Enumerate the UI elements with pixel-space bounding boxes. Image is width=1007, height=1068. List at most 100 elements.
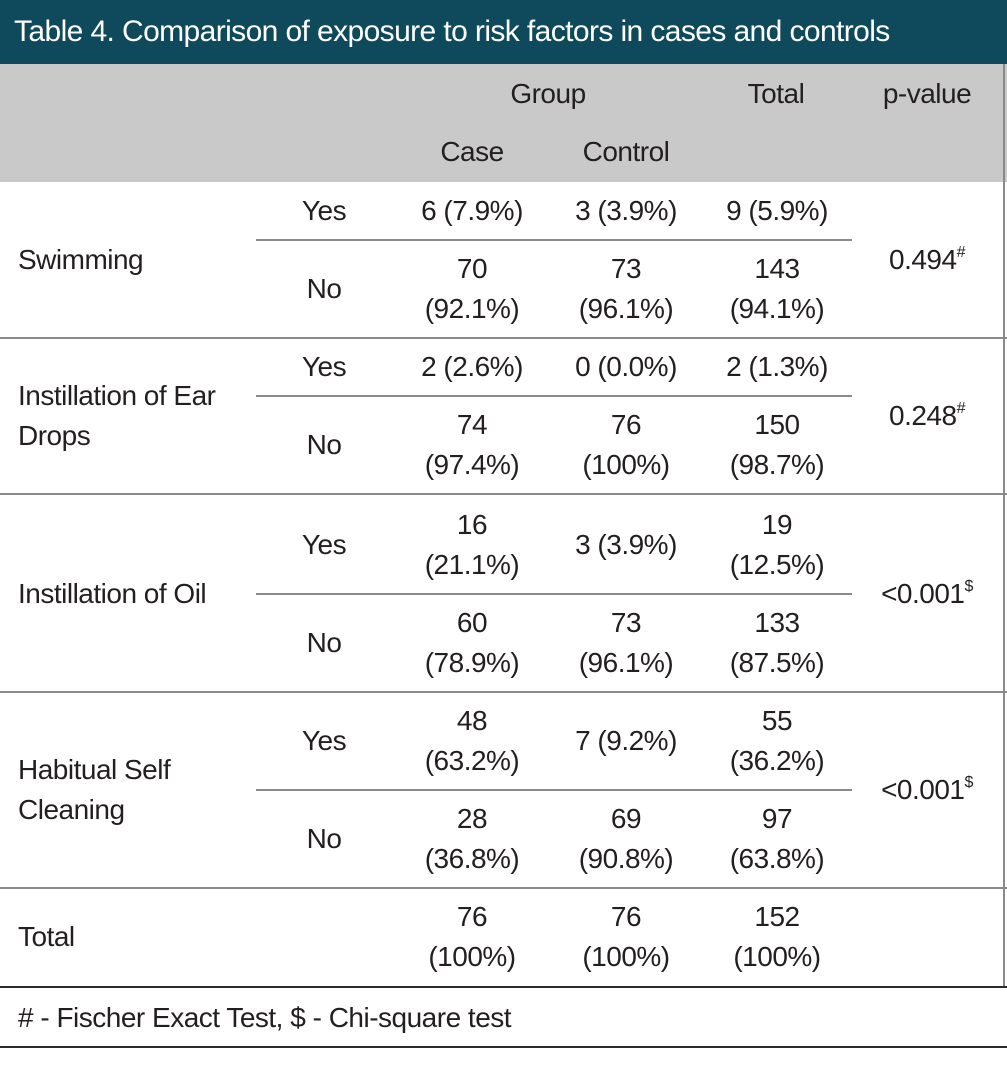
yes-control-value: 0 (0.0%) — [550, 347, 702, 387]
no-case-value-line: 60 — [456, 607, 488, 638]
total-total-value-line: (100%) — [733, 941, 821, 972]
yes-control-value: 3 (3.9%) — [550, 525, 702, 565]
row-divider — [0, 493, 1007, 495]
no-label-line: No — [306, 627, 342, 658]
no-label-line: No — [306, 429, 342, 460]
yes-total-value-line: 9 (5.9%) — [726, 195, 828, 226]
no-case-value: 70 (92.1%) — [394, 249, 550, 329]
yes-case-value-line: 2 (2.6%) — [421, 351, 523, 382]
no-control-value: 73 (96.1%) — [550, 249, 702, 329]
no-case-value-line: (97.4%) — [424, 449, 520, 480]
yes-label-line: Yes — [301, 529, 347, 560]
right-border — [1003, 64, 1005, 986]
no-case-value-line: 28 — [456, 803, 488, 834]
header-control: Control — [582, 136, 670, 167]
risk-factor-label-line: Drops — [18, 420, 91, 451]
table-footnote: # - Fischer Exact Test, $ - Chi-square t… — [18, 1002, 512, 1033]
yes-case-value: 2 (2.6%) — [394, 347, 550, 387]
yes-label: Yes — [256, 347, 392, 387]
no-label-line: No — [306, 273, 342, 304]
no-total-value-line: (94.1%) — [729, 293, 825, 324]
table-header: Group Total p-value Case Control — [0, 64, 1007, 182]
yes-case-value-line: 48 — [456, 705, 488, 736]
yes-case-value-line: (63.2%) — [424, 745, 520, 776]
no-total-value-line: 133 — [754, 607, 800, 638]
no-label: No — [256, 623, 392, 663]
yes-total-value-line: 19 — [761, 509, 793, 540]
no-case-value: 28 (36.8%) — [394, 799, 550, 879]
risk-factor-label: Habitual Self Cleaning — [18, 750, 256, 830]
p-value: 0.248# — [852, 396, 1002, 436]
yes-total-value-line: 2 (1.3%) — [726, 351, 828, 382]
total-total-value-line: 152 — [754, 901, 800, 932]
yes-label: Yes — [256, 721, 392, 761]
total-case-value: 76 (100%) — [394, 897, 550, 977]
subrow-divider — [256, 239, 852, 241]
no-total-value-line: 150 — [754, 409, 800, 440]
no-control-value: 73 (96.1%) — [550, 603, 702, 683]
yes-case-value-line: (21.1%) — [424, 549, 520, 580]
p-value-number: 0.248 — [889, 400, 957, 431]
yes-label: Yes — [256, 525, 392, 565]
no-total-value: 133 (87.5%) — [702, 603, 852, 683]
risk-factor-label: Swimming — [18, 240, 256, 280]
row-divider — [0, 337, 1007, 339]
yes-case-value: 6 (7.9%) — [394, 191, 550, 231]
header-group: Group — [510, 78, 586, 109]
p-value: 0.494# — [852, 240, 1002, 280]
row-divider — [0, 691, 1007, 693]
no-label-line: No — [306, 823, 342, 854]
p-value: <0.001$ — [852, 574, 1002, 614]
no-control-value-line: (90.8%) — [578, 843, 674, 874]
yes-control-value-line: 7 (9.2%) — [575, 725, 677, 756]
yes-total-value: 2 (1.3%) — [702, 347, 852, 387]
p-value-test-mark: # — [956, 400, 966, 417]
no-total-value: 143 (94.1%) — [702, 249, 852, 329]
no-control-value-line: (100%) — [582, 449, 670, 480]
yes-total-value-line: (36.2%) — [729, 745, 825, 776]
no-total-value-line: (98.7%) — [729, 449, 825, 480]
no-control-value: 69 (90.8%) — [550, 799, 702, 879]
total-row-label: Total — [18, 917, 256, 957]
yes-label-line: Yes — [301, 195, 347, 226]
no-case-value-line: (36.8%) — [424, 843, 520, 874]
no-control-value-line: (96.1%) — [578, 647, 674, 678]
no-control-value-line: 73 — [610, 607, 642, 638]
p-value-test-mark: $ — [964, 578, 974, 595]
no-total-value: 150 (98.7%) — [702, 405, 852, 485]
yes-total-value-line: (12.5%) — [729, 549, 825, 580]
no-case-value: 60 (78.9%) — [394, 603, 550, 683]
yes-control-value-line: 3 (3.9%) — [575, 195, 677, 226]
yes-total-value: 55 (36.2%) — [702, 701, 852, 781]
yes-control-value: 3 (3.9%) — [550, 191, 702, 231]
yes-control-value-line: 0 (0.0%) — [575, 351, 677, 382]
risk-factor-label-line: Instillation of Ear — [18, 380, 216, 411]
no-total-value: 97 (63.8%) — [702, 799, 852, 879]
total-control-value: 76 (100%) — [550, 897, 702, 977]
total-case-value-line: 76 — [456, 901, 488, 932]
header-case: Case — [440, 136, 504, 167]
no-case-value-line: 70 — [456, 253, 488, 284]
total-control-value-line: 76 — [610, 901, 642, 932]
no-case-value-line: 74 — [456, 409, 488, 440]
header-total: Total — [747, 78, 805, 109]
risk-factor-label-line: Instillation of Oil — [18, 578, 207, 609]
no-control-value-line: (96.1%) — [578, 293, 674, 324]
yes-total-value: 9 (5.9%) — [702, 191, 852, 231]
yes-label-line: Yes — [301, 351, 347, 382]
no-total-value-line: (63.8%) — [729, 843, 825, 874]
table-title: Table 4. Comparison of exposure to risk … — [0, 0, 1007, 64]
total-case-value-line: (100%) — [428, 941, 516, 972]
yes-control-value-line: 3 (3.9%) — [575, 529, 677, 560]
total-total-value: 152 (100%) — [702, 897, 852, 977]
yes-control-value: 7 (9.2%) — [550, 721, 702, 761]
risk-factor-label-line: Cleaning — [18, 794, 125, 825]
table-bottom-rule — [0, 986, 1007, 988]
no-case-value: 74 (97.4%) — [394, 405, 550, 485]
risk-factor-label-line: Habitual Self — [18, 754, 171, 785]
yes-label-line: Yes — [301, 725, 347, 756]
footnote-rule — [0, 1046, 1007, 1048]
total-control-value-line: (100%) — [582, 941, 670, 972]
p-value-test-mark: # — [956, 244, 966, 261]
no-control-value: 76 (100%) — [550, 405, 702, 485]
